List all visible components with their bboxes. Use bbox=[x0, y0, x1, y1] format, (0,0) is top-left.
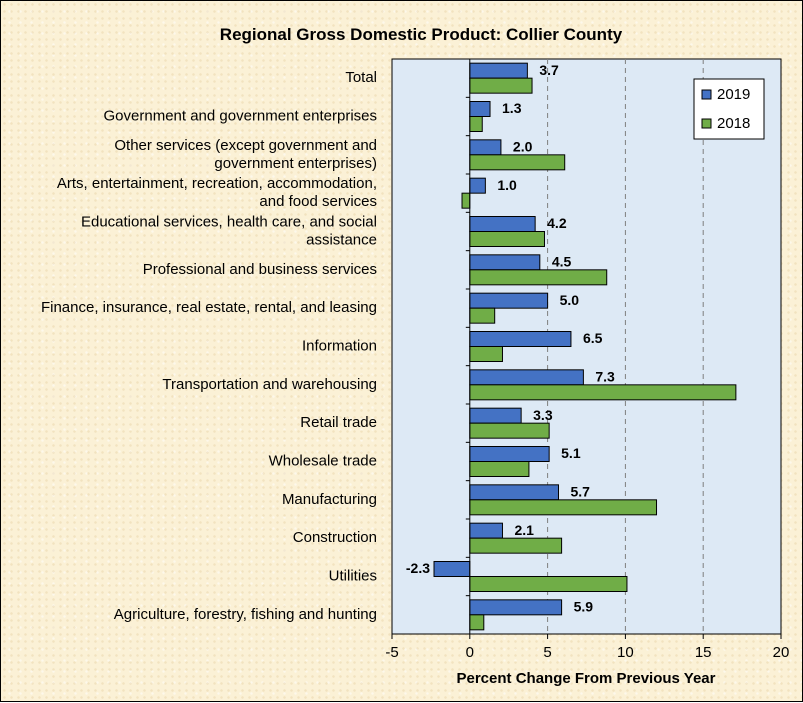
bar-2019 bbox=[469, 139, 502, 156]
legend-label-2019: 2019 bbox=[717, 86, 750, 103]
bar-2019 bbox=[469, 522, 503, 539]
category-label: Information bbox=[302, 337, 377, 354]
x-axis-title: Percent Change From Previous Year bbox=[457, 670, 716, 687]
x-tick-label: 5 bbox=[543, 644, 551, 661]
bar-2019 bbox=[469, 62, 528, 79]
plot-area bbox=[391, 58, 782, 635]
bar-2018 bbox=[469, 231, 545, 247]
bar-2018 bbox=[469, 499, 658, 516]
data-label-2019: 4.5 bbox=[552, 254, 572, 270]
category-label: assistance bbox=[306, 231, 377, 248]
data-label-2019: 5.7 bbox=[570, 484, 590, 500]
legend-label-2018: 2018 bbox=[717, 115, 750, 132]
bar-2018 bbox=[469, 537, 563, 554]
bar-2019 bbox=[469, 216, 536, 232]
legend-swatch-2018 bbox=[701, 118, 712, 129]
category-label: Government and government enterprises bbox=[104, 107, 377, 124]
bar-2018 bbox=[469, 346, 503, 362]
axes bbox=[391, 58, 782, 639]
category-label: Transportation and warehousing bbox=[162, 376, 377, 393]
legend: 2019 2018 bbox=[693, 78, 765, 140]
bars bbox=[433, 62, 737, 631]
category-label: Arts, entertainment, recreation, accommo… bbox=[57, 175, 377, 192]
bar-2018 bbox=[469, 116, 483, 132]
chart-title: Regional Gross Domestic Product: Collier… bbox=[220, 25, 623, 44]
bar-2018 bbox=[469, 269, 608, 286]
data-label-2019: 1.3 bbox=[502, 100, 522, 116]
category-label: government enterprises) bbox=[214, 155, 377, 172]
bar-2019 bbox=[469, 407, 522, 424]
bar-2019 bbox=[469, 177, 486, 194]
bar-2018 bbox=[469, 384, 737, 401]
bar-2019 bbox=[469, 599, 563, 616]
data-labels: 3.7 1.3 2.0 1.0 4.2 4.5 5.0 6.5 7.3 3.3 5.1 5.7 2.1 -… bbox=[406, 62, 615, 615]
data-label-2019: 2.0 bbox=[513, 139, 533, 155]
data-label-2019: 1.0 bbox=[497, 177, 517, 193]
bar-2018 bbox=[469, 461, 530, 477]
category-label: Total bbox=[345, 69, 377, 86]
x-tick-labels: -5 0 5 10 15 20 bbox=[385, 644, 789, 661]
bar-2019 bbox=[469, 484, 559, 501]
legend-swatch-2019 bbox=[701, 89, 712, 100]
category-label: Retail trade bbox=[300, 414, 377, 431]
bar-2019 bbox=[469, 331, 572, 347]
bar-2018 bbox=[469, 576, 628, 592]
category-label: Construction bbox=[293, 529, 377, 546]
bar-2019 bbox=[469, 101, 491, 117]
data-label-2019: 3.3 bbox=[533, 407, 553, 423]
x-tick-label: 20 bbox=[773, 644, 790, 661]
bar-2019 bbox=[469, 369, 584, 386]
category-label: Wholesale trade bbox=[269, 452, 377, 469]
bar-2018 bbox=[469, 77, 533, 94]
x-tick-label: 15 bbox=[695, 644, 712, 661]
bar-2019 bbox=[469, 254, 541, 271]
legend-box bbox=[693, 78, 765, 140]
category-label: Finance, insurance, real estate, rental,… bbox=[41, 299, 377, 316]
bar-2018 bbox=[469, 422, 550, 439]
category-label: Agriculture, forestry, fishing and hunti… bbox=[114, 606, 377, 623]
data-label-2019: 3.7 bbox=[539, 62, 559, 78]
data-label-2019: 5.1 bbox=[561, 445, 581, 461]
category-label: Manufacturing bbox=[282, 491, 377, 508]
data-label-2019: 7.3 bbox=[595, 369, 615, 385]
bar-2019 bbox=[433, 561, 471, 577]
x-tick-label: 10 bbox=[617, 644, 634, 661]
category-labels: Total Government and government enterpris… bbox=[41, 69, 377, 623]
bar-2018 bbox=[461, 192, 471, 209]
bar-2019 bbox=[469, 446, 550, 462]
data-label-2019: 6.5 bbox=[583, 330, 603, 346]
data-label-2019: 5.9 bbox=[574, 599, 594, 615]
bar-2018 bbox=[469, 614, 485, 631]
x-tick-label: 0 bbox=[466, 644, 474, 661]
data-label-2019: 5.0 bbox=[560, 292, 580, 308]
data-label-2019: -2.3 bbox=[406, 560, 430, 576]
category-label: Utilities bbox=[329, 567, 377, 584]
data-label-2019: 2.1 bbox=[514, 522, 534, 538]
category-label: Professional and business services bbox=[143, 261, 377, 278]
category-label: Other services (except government and bbox=[114, 137, 377, 154]
x-tick-label: -5 bbox=[385, 644, 398, 661]
bar-2018 bbox=[469, 154, 566, 171]
bar-2019 bbox=[469, 292, 549, 309]
data-label-2019: 4.2 bbox=[547, 215, 567, 231]
category-label: Educational services, health care, and s… bbox=[81, 213, 377, 230]
category-label: and food services bbox=[259, 193, 377, 210]
bar-2018 bbox=[469, 307, 496, 324]
